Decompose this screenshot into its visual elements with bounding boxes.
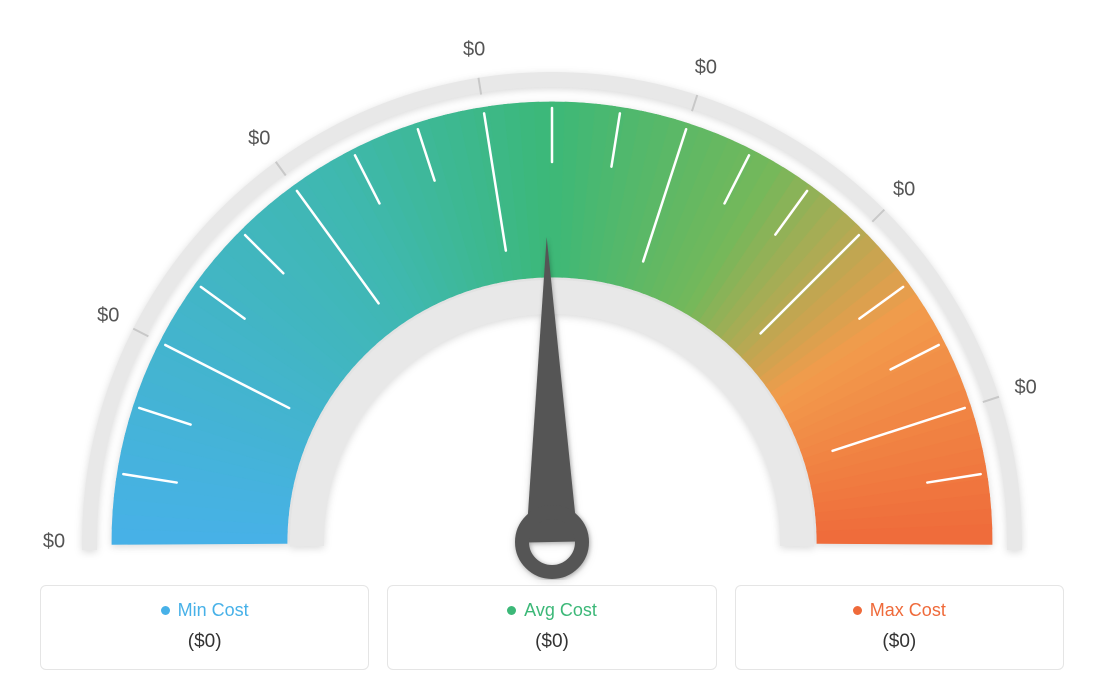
legend-row: Min Cost ($0) Avg Cost ($0) Max Cost ($0… xyxy=(40,585,1064,670)
gauge-tick-label: $0 xyxy=(463,39,485,62)
legend-card-max: Max Cost ($0) xyxy=(735,585,1064,670)
legend-title-max: Max Cost xyxy=(853,600,946,621)
gauge-tick-label: $0 xyxy=(1015,377,1037,400)
legend-label-max: Max Cost xyxy=(870,600,946,621)
legend-value-avg: ($0) xyxy=(398,631,705,653)
gauge-tick-label: $0 xyxy=(248,128,270,151)
gauge-tick-label: $0 xyxy=(97,304,119,327)
legend-label-min: Min Cost xyxy=(178,600,249,621)
legend-card-avg: Avg Cost ($0) xyxy=(387,585,716,670)
legend-dot-avg xyxy=(507,606,516,615)
gauge-tick-label: $0 xyxy=(695,57,717,80)
legend-value-min: ($0) xyxy=(51,631,358,653)
legend-dot-max xyxy=(853,606,862,615)
legend-label-avg: Avg Cost xyxy=(524,600,597,621)
gauge-svg xyxy=(32,10,1072,580)
gauge-chart: $0 $0 $0 $0 $0 $0 $0 xyxy=(0,0,1104,570)
gauge-tick-label: $0 xyxy=(43,531,65,554)
legend-card-min: Min Cost ($0) xyxy=(40,585,369,670)
legend-dot-min xyxy=(161,606,170,615)
legend-value-max: ($0) xyxy=(746,631,1053,653)
gauge-tick-label: $0 xyxy=(893,178,915,201)
legend-title-min: Min Cost xyxy=(161,600,249,621)
legend-title-avg: Avg Cost xyxy=(507,600,597,621)
